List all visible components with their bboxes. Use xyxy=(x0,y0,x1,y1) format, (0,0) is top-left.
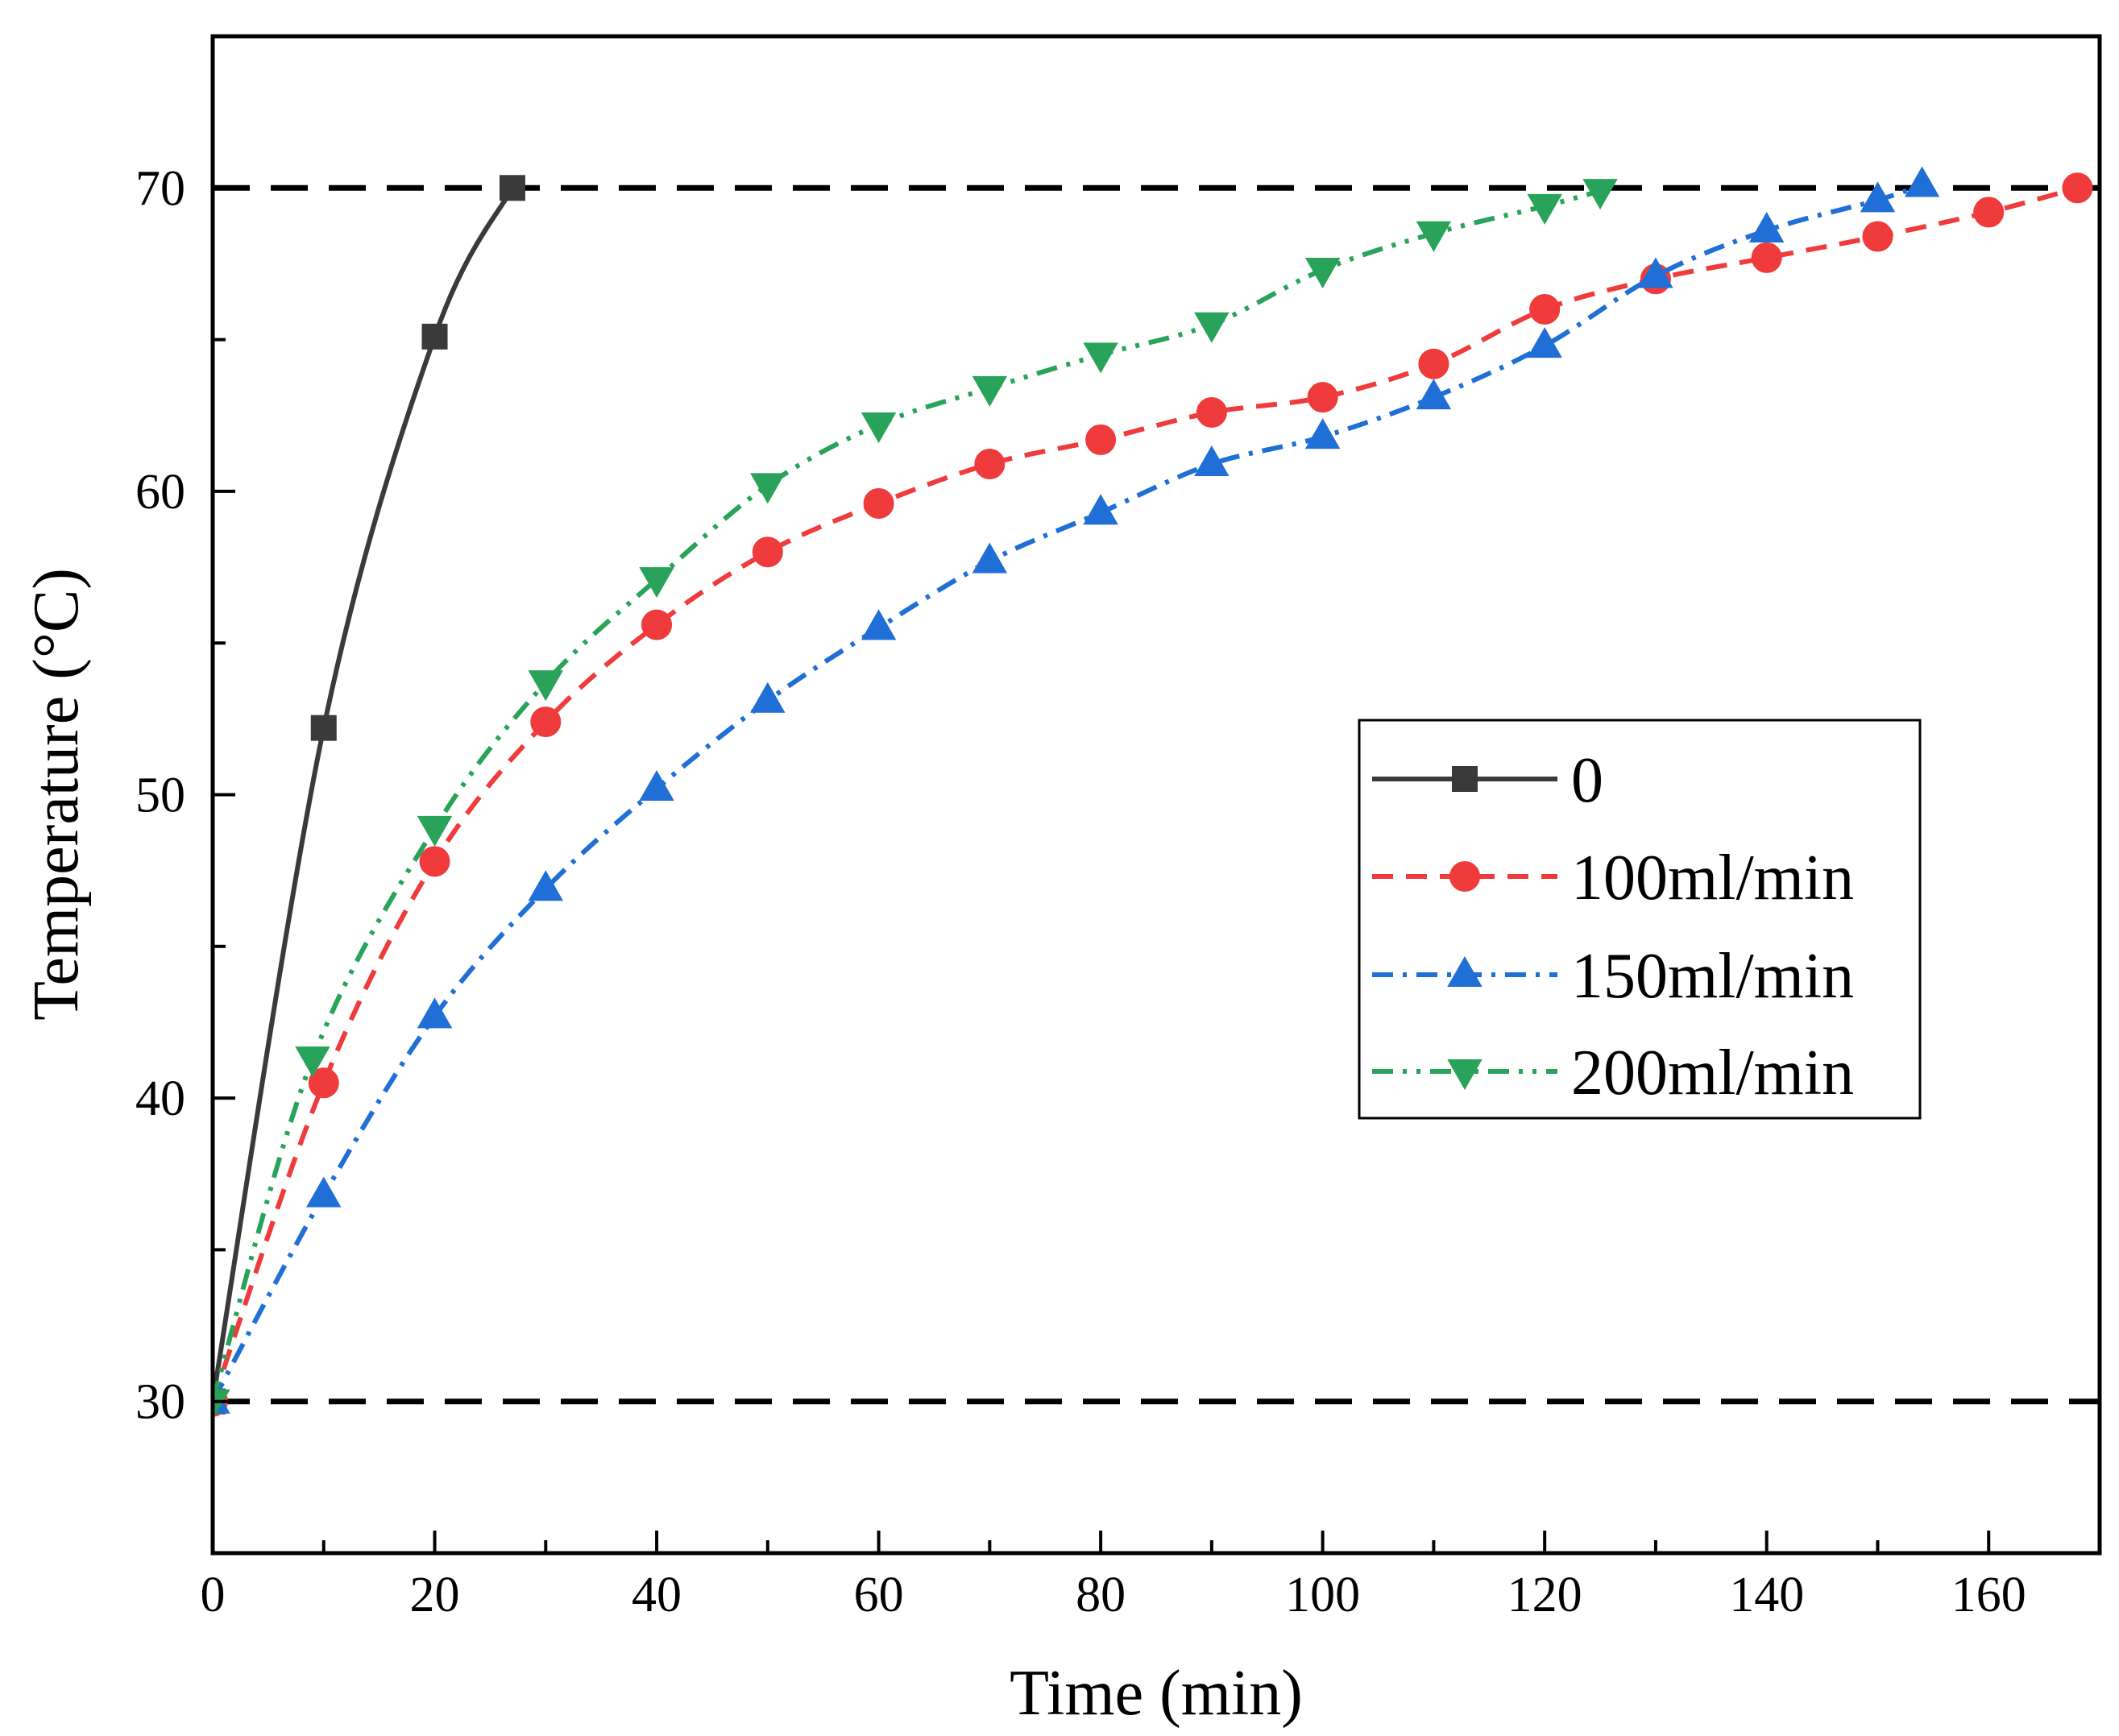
legend-marker-100ml-min xyxy=(1449,861,1480,892)
data-point-150ml-min-110 xyxy=(1416,379,1452,410)
data-point-150ml-min-90 xyxy=(1194,445,1230,477)
series-200ml-min xyxy=(213,179,1618,1420)
data-point-150ml-min-70 xyxy=(972,542,1008,574)
legend-label-100ml-min: 100ml/min xyxy=(1571,843,1854,914)
data-point-150ml-min-50 xyxy=(750,682,786,713)
data-point-100ml-min-70 xyxy=(974,449,1006,480)
data-point-200ml-min-20 xyxy=(417,815,453,847)
data-point-200ml-min-0 xyxy=(213,1389,230,1420)
data-point-200ml-min-40 xyxy=(639,567,674,599)
data-point-200ml-min-60 xyxy=(860,412,897,444)
data-point-150ml-min-130 xyxy=(1638,257,1673,288)
data-point-200ml-min-50 xyxy=(750,473,786,504)
data-point-100ml-min-30 xyxy=(530,706,562,738)
data-point-100ml-min-90 xyxy=(1196,396,1227,428)
reference-lines xyxy=(213,184,2100,1405)
x-tick-label-140: 140 xyxy=(1729,1568,1804,1622)
x-tick-label-80: 80 xyxy=(1076,1568,1126,1622)
data-point-100ml-min-10 xyxy=(308,1067,339,1099)
data-point-150ml-min-140 xyxy=(1748,212,1785,243)
series-layer xyxy=(213,166,2093,1420)
x-tick-label-160: 160 xyxy=(1951,1568,2026,1622)
x-tick-label-0: 0 xyxy=(201,1568,226,1622)
legend: 0 100ml/min 150ml/min 200ml/min xyxy=(1358,719,1922,1120)
data-point-200ml-min-80 xyxy=(1083,342,1118,374)
legend-marker-200ml-min xyxy=(1447,1059,1482,1091)
data-point-100ml-min-150 xyxy=(1862,221,1893,252)
y-tick-label-50: 50 xyxy=(135,769,185,823)
x-tick-label-120: 120 xyxy=(1507,1568,1582,1622)
data-point-150ml-min-100 xyxy=(1304,418,1341,450)
legend-label-150ml-min: 150ml/min xyxy=(1571,941,1854,1012)
data-point-200ml-min-100 xyxy=(1304,257,1341,288)
data-point-200ml-min-125 xyxy=(1582,179,1618,210)
data-point-150ml-min-10 xyxy=(306,1176,342,1208)
data-point-100ml-min-110 xyxy=(1418,348,1449,379)
x-tick-label-20: 20 xyxy=(410,1568,460,1622)
data-point-150ml-min-30 xyxy=(528,870,564,901)
x-tick-label-100: 100 xyxy=(1285,1568,1360,1622)
data-point-0-27 xyxy=(499,175,525,201)
legend-entry-150ml-min: 150ml/min xyxy=(1372,941,1854,1012)
x-axis-title: Time (min) xyxy=(1010,1658,1303,1729)
data-point-150ml-min-20 xyxy=(417,997,453,1029)
y-axis-title: Temperature (°C) xyxy=(21,568,92,1021)
series-0 xyxy=(213,175,525,1415)
legend-entry-200ml-min: 200ml/min xyxy=(1372,1038,1854,1108)
y-tick-label-60: 60 xyxy=(135,465,185,520)
data-point-100ml-min-50 xyxy=(752,537,783,568)
data-point-150ml-min-40 xyxy=(639,769,674,801)
legend-entry-0: 0 xyxy=(1372,745,1603,816)
legend-marker-150ml-min xyxy=(1447,955,1482,987)
data-point-100ml-min-80 xyxy=(1085,424,1117,455)
data-point-100ml-min-20 xyxy=(419,846,450,877)
data-point-150ml-min-120 xyxy=(1527,327,1562,358)
series-150ml-min xyxy=(213,166,1940,1414)
y-tick-label-30: 30 xyxy=(135,1375,185,1430)
axis-ticks xyxy=(211,35,2101,1555)
data-point-200ml-min-90 xyxy=(1194,312,1230,343)
data-point-100ml-min-100 xyxy=(1307,382,1338,413)
data-point-100ml-min-168 xyxy=(2062,172,2093,204)
x-tick-label-40: 40 xyxy=(632,1568,682,1622)
data-point-200ml-min-9 xyxy=(295,1046,330,1078)
data-point-150ml-min-60 xyxy=(860,609,897,640)
data-point-150ml-min-154 xyxy=(1904,166,1940,197)
legend-label-200ml-min: 200ml/min xyxy=(1571,1038,1854,1108)
data-point-100ml-min-60 xyxy=(863,487,894,519)
y-tick-label-40: 40 xyxy=(135,1071,185,1126)
data-point-200ml-min-30 xyxy=(528,670,564,702)
legend-entry-100ml-min: 100ml/min xyxy=(1372,843,1854,914)
legend-label-0: 0 xyxy=(1571,745,1603,816)
series-line-0 xyxy=(213,186,515,1402)
data-point-150ml-min-150 xyxy=(1860,181,1896,213)
data-point-100ml-min-140 xyxy=(1751,242,1782,273)
y-tick-label-70: 70 xyxy=(135,161,185,216)
data-point-200ml-min-120 xyxy=(1527,193,1562,225)
series-line-200ml-min xyxy=(213,189,1601,1402)
data-point-0-10 xyxy=(310,715,337,741)
data-point-200ml-min-70 xyxy=(972,375,1008,407)
axis-tick-labels: 0 20 40 60 80 100 120 140 160 30 40 50 60 70 xyxy=(135,161,2026,1622)
data-point-200ml-min-110 xyxy=(1416,221,1452,252)
data-point-100ml-min-40 xyxy=(641,609,673,640)
x-tick-label-60: 60 xyxy=(854,1568,904,1622)
legend-marker-0 xyxy=(1452,766,1478,792)
data-point-150ml-min-80 xyxy=(1083,494,1118,525)
data-point-100ml-min-120 xyxy=(1529,293,1561,325)
data-point-100ml-min-160 xyxy=(1973,197,2005,228)
series-line-150ml-min xyxy=(213,182,1923,1403)
data-point-0-20 xyxy=(421,323,448,350)
